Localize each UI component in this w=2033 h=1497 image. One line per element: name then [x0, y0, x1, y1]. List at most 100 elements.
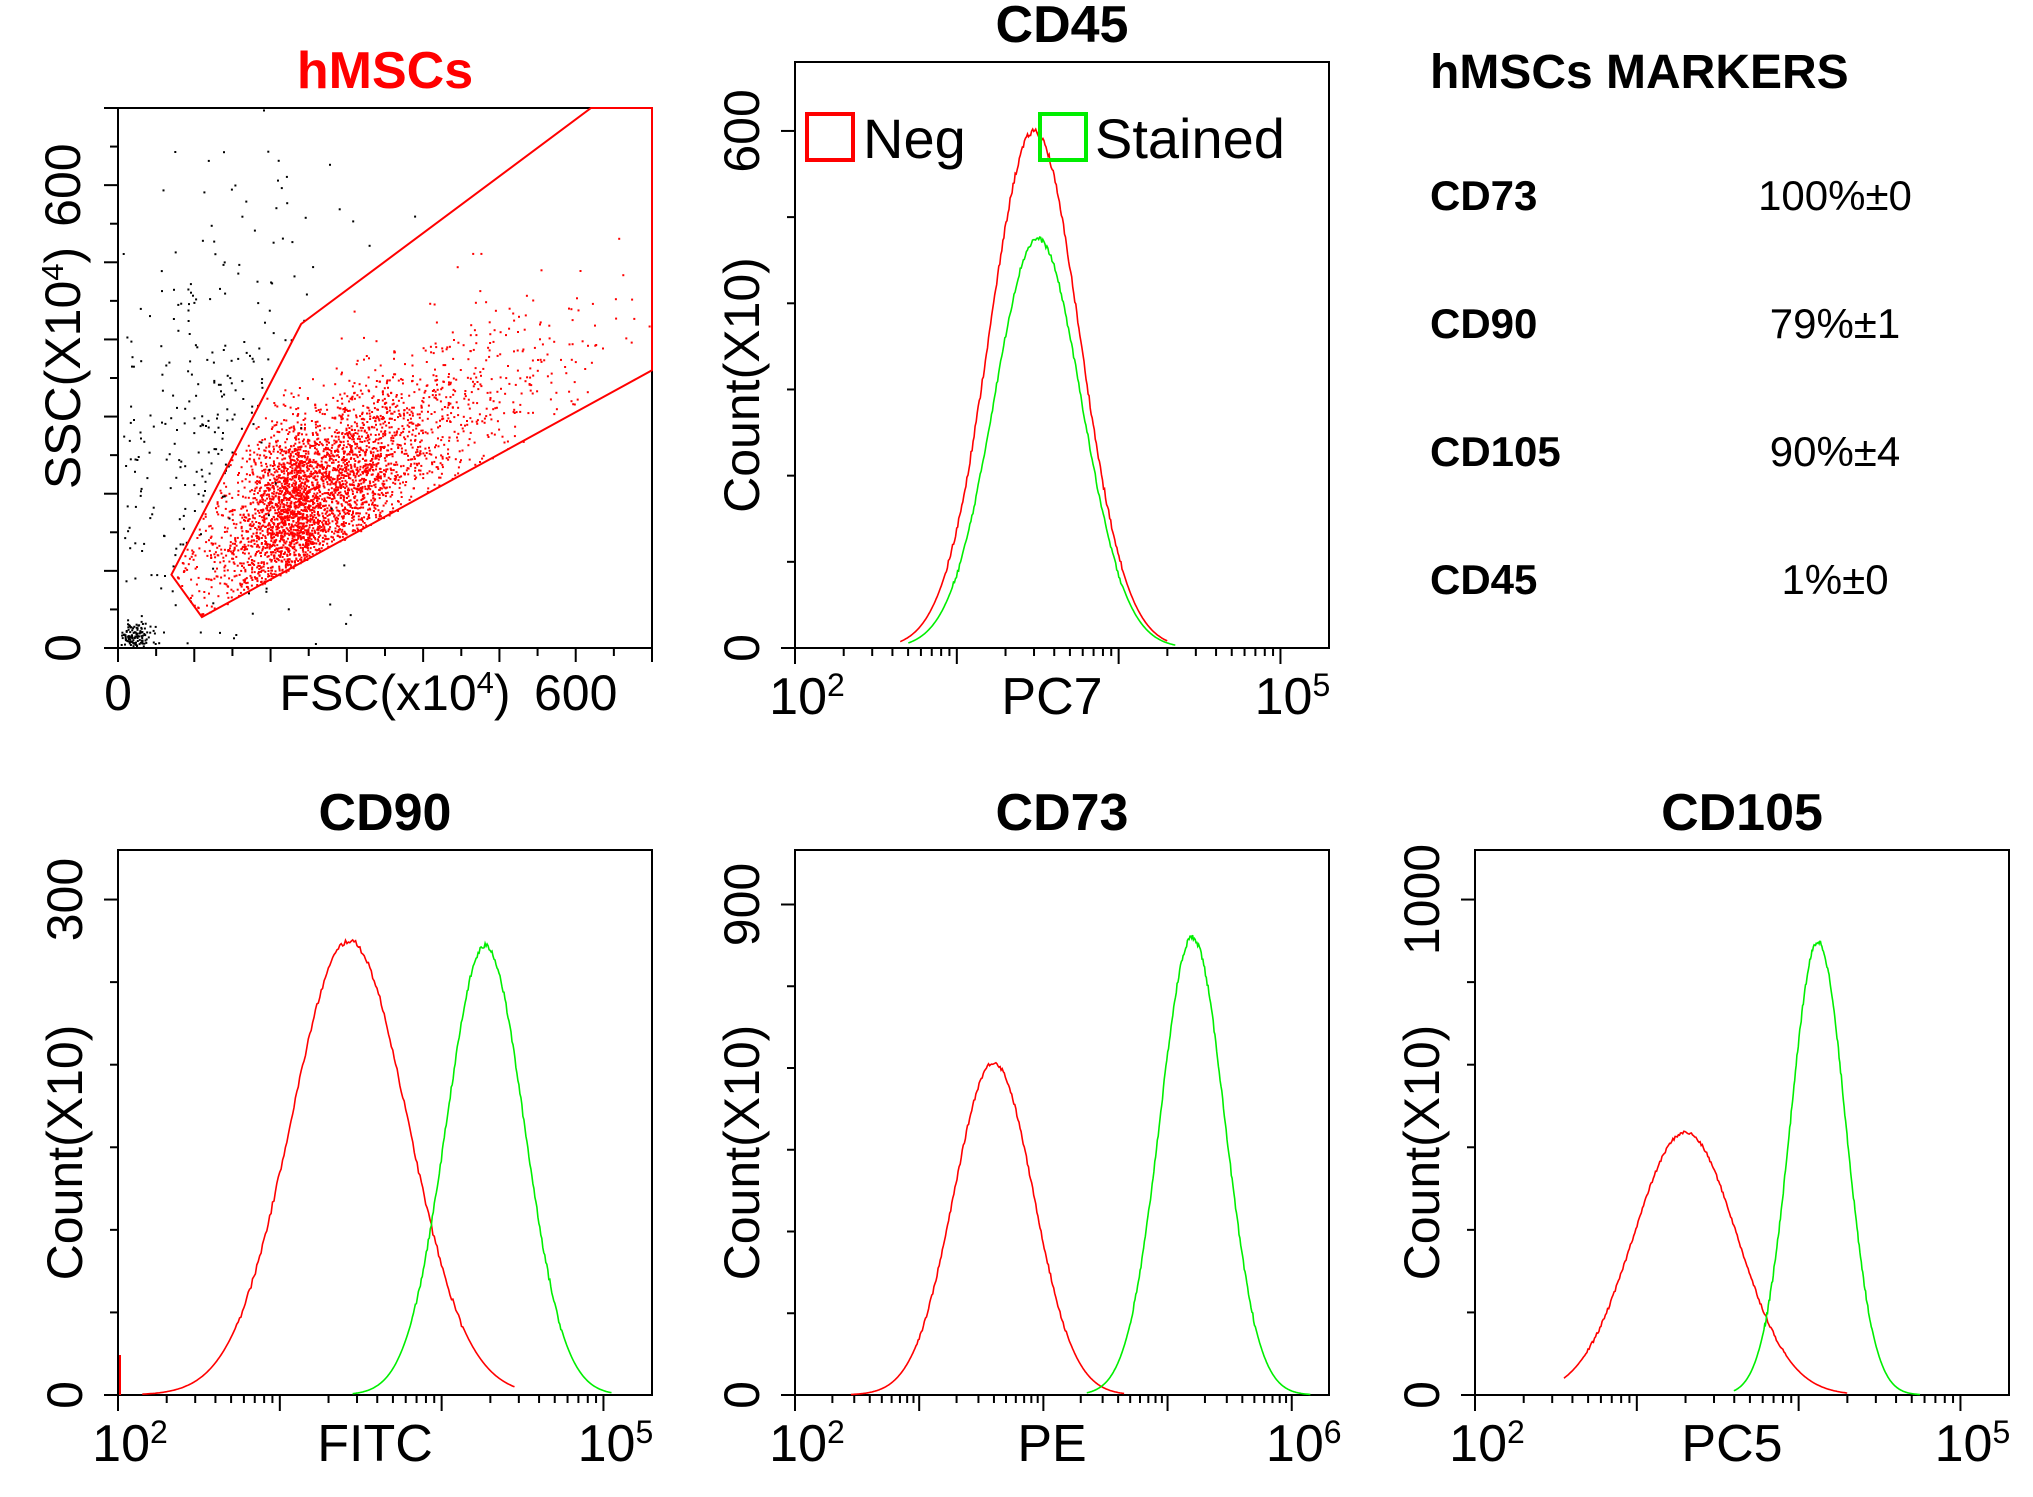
scatter-point [237, 474, 240, 476]
scatter-point [260, 477, 263, 480]
scatter-point [240, 547, 243, 550]
scatter-point [322, 515, 324, 518]
scatter-point [364, 454, 367, 457]
scatter-point [325, 511, 328, 514]
scatter-point [268, 543, 271, 546]
scatter-point [274, 541, 277, 544]
scatter-point [313, 523, 316, 526]
scatter-point [337, 517, 339, 520]
scatter-point [223, 548, 226, 551]
scatter-point [618, 237, 621, 240]
scatter-point [322, 530, 325, 532]
scatter-point [416, 424, 419, 427]
scatter-point [402, 427, 405, 430]
scatter-point [304, 510, 307, 512]
scatter-point [397, 409, 400, 412]
scatter-point [352, 484, 354, 486]
scatter-point [286, 476, 289, 479]
scatter-point [273, 557, 276, 560]
scatter-point [244, 568, 247, 571]
scatter-point [407, 459, 410, 461]
scatter-point [475, 342, 478, 345]
scatter-point [313, 510, 316, 513]
scatter-point [323, 448, 326, 451]
scatter-point [140, 437, 142, 440]
scatter-point [306, 492, 308, 495]
scatter-point [316, 438, 319, 441]
scatter-point [546, 375, 549, 378]
scatter-point [326, 453, 328, 456]
scatter-point [648, 325, 651, 328]
scatter-point [362, 481, 365, 484]
scatter-point [133, 636, 136, 639]
scatter-point [494, 309, 497, 312]
scatter-point [307, 462, 310, 464]
scatter-point [327, 545, 330, 548]
scatter-point [294, 524, 297, 527]
scatter-point [392, 437, 395, 440]
scatter-point [363, 336, 365, 339]
scatter-point [223, 393, 226, 396]
scatter-point [263, 518, 266, 521]
scatter-point [371, 501, 374, 504]
scatter-point [622, 274, 625, 277]
scatter-point [479, 383, 482, 386]
scatter-point [288, 553, 291, 556]
scatter-point [229, 547, 231, 550]
scatter-point [271, 531, 274, 534]
scatter-point [213, 381, 216, 384]
scatter-point [241, 516, 244, 519]
scatter-point [262, 565, 265, 568]
scatter-point [295, 557, 298, 560]
scatter-point [131, 634, 133, 637]
scatter-point [466, 420, 468, 422]
scatter-point [284, 566, 287, 569]
scatter-point [452, 393, 455, 396]
scatter-point [213, 379, 216, 382]
scatter-point [414, 215, 417, 218]
plot-frame [794, 61, 1330, 649]
scatter-point [280, 518, 283, 521]
scatter-point [472, 401, 475, 404]
scatter-point [413, 487, 415, 490]
scatter-point [418, 423, 421, 426]
scatter-point [337, 438, 340, 441]
scatter-point [372, 463, 375, 466]
scatter-point [257, 426, 260, 428]
scatter-point [273, 522, 275, 525]
marker-value: 79%±1 [1770, 300, 1900, 347]
scatter-point [147, 636, 150, 639]
scatter-point [453, 416, 456, 419]
scatter-point [326, 440, 329, 443]
scatter-point [271, 505, 274, 508]
scatter-point [343, 474, 346, 477]
scatter-point [130, 340, 133, 343]
scatter-point [217, 426, 220, 429]
scatter-point [314, 406, 317, 409]
scatter-point [349, 477, 352, 480]
scatter-point [257, 525, 260, 528]
scatter-point [270, 536, 273, 539]
x-axis-label: PC5 [1681, 1415, 1782, 1473]
scatter-point [332, 512, 335, 515]
scatter-point [378, 476, 381, 479]
scatter-point [218, 544, 221, 547]
scatter-point [344, 459, 347, 461]
scatter-point [421, 429, 424, 432]
scatter-point [376, 401, 379, 403]
scatter-point [275, 557, 278, 560]
scatter-point [362, 471, 365, 474]
scatter-point [305, 495, 308, 498]
scatter-point [430, 413, 433, 415]
scatter-point [306, 506, 309, 509]
scatter-point [490, 378, 493, 381]
scatter-point [304, 474, 307, 477]
scatter-point [339, 497, 342, 500]
scatter-point [288, 523, 290, 525]
scatter-point [287, 472, 289, 475]
scatter-point [353, 397, 356, 400]
scatter-point [343, 392, 346, 395]
scatter-point [276, 525, 279, 528]
scatter-point [348, 477, 350, 479]
scatter-point [180, 460, 183, 463]
